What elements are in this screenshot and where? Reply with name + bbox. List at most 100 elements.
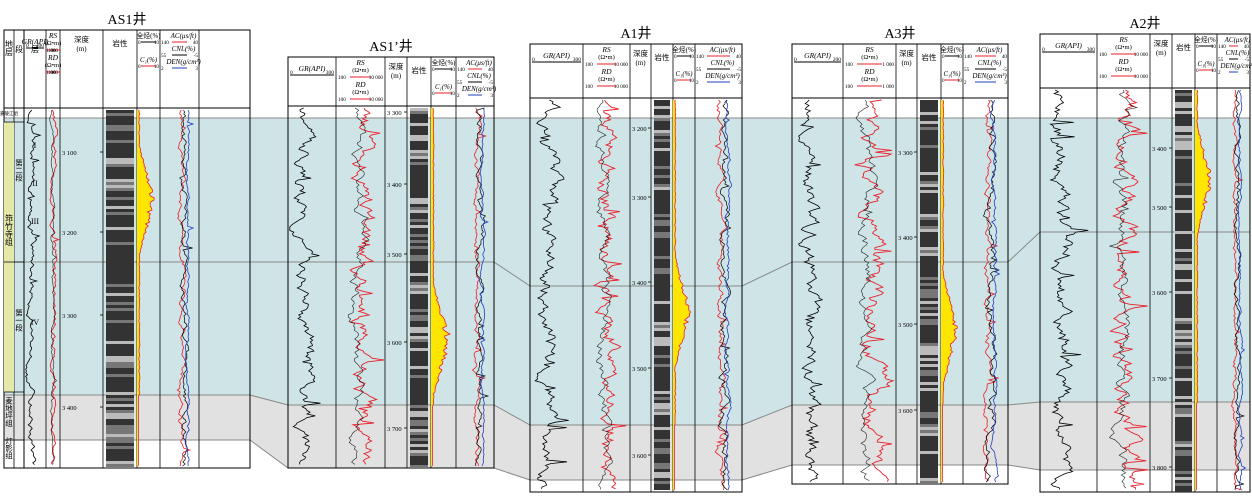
lithology-bed bbox=[920, 229, 938, 232]
lithology-bed bbox=[1175, 258, 1192, 261]
correlation-line-mid bbox=[4, 231, 1250, 287]
lithology-bed bbox=[654, 199, 670, 202]
lithology-bed bbox=[654, 310, 670, 313]
lithology-bed bbox=[410, 258, 428, 261]
lithology-bed bbox=[410, 312, 428, 315]
den-header: DEN(g/cm³) bbox=[461, 85, 497, 93]
lithology-bed bbox=[654, 244, 670, 247]
lithology-bed bbox=[410, 180, 428, 183]
lithology-bed bbox=[654, 172, 670, 175]
lithology-bed bbox=[654, 196, 670, 199]
gr-header: GR(API) bbox=[804, 51, 831, 60]
lithology-bed bbox=[106, 272, 134, 275]
lithology-bed bbox=[920, 436, 938, 439]
lithology-bed bbox=[654, 100, 670, 103]
lithology-bed bbox=[1175, 126, 1192, 129]
lithology-bed bbox=[920, 283, 938, 286]
lithology-bed bbox=[654, 169, 670, 172]
deep-resistivity-log-curve bbox=[595, 99, 613, 490]
c1-log-curve bbox=[1196, 89, 1212, 490]
lithology-bed bbox=[1175, 276, 1192, 279]
lithology-bed bbox=[410, 225, 428, 228]
lithology-bed bbox=[410, 315, 428, 318]
lithology-bed bbox=[920, 295, 938, 298]
lithology-bed bbox=[106, 116, 134, 119]
depth-tick-label: 3 500 bbox=[632, 366, 647, 373]
lithology-bed bbox=[106, 449, 134, 452]
lithology-bed bbox=[654, 436, 670, 439]
tg-max: 10 bbox=[1211, 44, 1217, 50]
strat-seg2-label: 第二段 bbox=[14, 157, 23, 182]
rs-min: 100 bbox=[338, 75, 346, 81]
lithology-bed bbox=[106, 200, 134, 203]
lithology-bed bbox=[1175, 285, 1192, 288]
c1-max: 10 bbox=[154, 64, 160, 70]
lithology-bed bbox=[1175, 213, 1192, 216]
lithology-bed bbox=[654, 373, 670, 376]
lithology-track bbox=[654, 100, 670, 490]
panel-frame bbox=[791, 43, 1009, 485]
lithology-bed bbox=[920, 172, 938, 175]
lithology-bed bbox=[410, 132, 428, 135]
lithology-bed bbox=[1175, 348, 1192, 351]
lithology-bed bbox=[410, 174, 428, 177]
lithology-bed bbox=[1175, 177, 1192, 180]
lithology-bed bbox=[654, 118, 670, 121]
lithology-bed bbox=[106, 134, 134, 137]
lithology-bed bbox=[654, 352, 670, 355]
lithology-bed bbox=[654, 235, 670, 238]
lithology-bed bbox=[1175, 231, 1192, 234]
cnl-header: CNL(%) bbox=[711, 59, 735, 67]
lithology-bed bbox=[654, 481, 670, 484]
lithology-bed bbox=[654, 331, 670, 334]
lithology-bed bbox=[106, 395, 134, 398]
lithology-bed bbox=[106, 185, 134, 188]
lithology-bed bbox=[1175, 309, 1192, 312]
lithology-bed bbox=[1175, 393, 1192, 396]
lithology-bed bbox=[920, 439, 938, 442]
lithology-bed bbox=[106, 224, 134, 227]
gr-min: 0 bbox=[26, 43, 29, 49]
lithology-bed bbox=[106, 197, 134, 200]
lithology-bed bbox=[654, 205, 670, 208]
den-min: 2 bbox=[457, 93, 460, 99]
lithology-bed bbox=[654, 460, 670, 463]
c1-min: 0 bbox=[432, 91, 435, 97]
lithology-bed bbox=[410, 318, 428, 321]
lithology-bed bbox=[106, 458, 134, 461]
lithology-bed bbox=[1175, 138, 1192, 141]
gr-max: 200 bbox=[833, 57, 842, 63]
lithology-bed bbox=[106, 437, 134, 440]
rd-header: RD bbox=[864, 67, 876, 76]
lithology-bed bbox=[654, 190, 670, 193]
lithology-bed bbox=[410, 387, 428, 390]
lithology-bed bbox=[106, 158, 134, 161]
lithology-bed bbox=[1175, 144, 1192, 147]
lithology-bed bbox=[1175, 135, 1192, 138]
lithology-bed bbox=[1175, 282, 1192, 285]
lithology-bed bbox=[106, 443, 134, 446]
deep-resistivity-log-curve bbox=[49, 109, 58, 465]
lithology-bed bbox=[106, 179, 134, 182]
lithology-bed bbox=[410, 423, 428, 426]
lithology-bed bbox=[920, 331, 938, 334]
lithology-bed bbox=[654, 292, 670, 295]
lithology-bed bbox=[654, 130, 670, 133]
gray-correlation-band bbox=[4, 395, 1250, 480]
lithology-bed bbox=[410, 135, 428, 138]
lithology-bed bbox=[106, 377, 134, 380]
lithology-bed bbox=[106, 419, 134, 422]
strat-layer-label: IV bbox=[31, 318, 40, 327]
lithology-bed bbox=[654, 250, 670, 253]
lithology-bed bbox=[410, 378, 428, 381]
lithology-bed bbox=[920, 139, 938, 142]
lithology-bed bbox=[1175, 219, 1192, 222]
total-gas-header: 全烃(%) bbox=[672, 45, 696, 54]
lithology-bed bbox=[920, 247, 938, 250]
blue-correlation-band bbox=[4, 118, 1250, 425]
lithology-bed bbox=[654, 406, 670, 409]
rd-header: RD bbox=[1118, 57, 1130, 66]
lithology-bed bbox=[106, 365, 134, 368]
